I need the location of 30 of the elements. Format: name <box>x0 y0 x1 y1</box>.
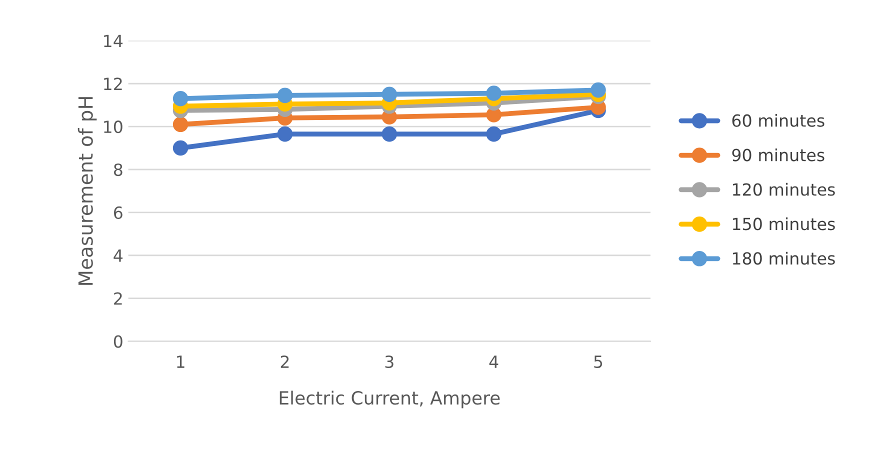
y-tick-label: 10 <box>104 120 122 134</box>
point <box>382 126 398 142</box>
legend-label: 60 minutes <box>732 114 824 127</box>
point <box>382 86 398 102</box>
y-tick-label: 2 <box>114 292 122 305</box>
point <box>486 126 502 142</box>
legend-label: 90 minutes <box>732 148 824 162</box>
x-tick-label: 4 <box>489 356 498 368</box>
point <box>172 140 188 156</box>
y-tick-label: 0 <box>114 335 122 348</box>
point <box>277 88 293 104</box>
point <box>590 82 606 98</box>
y-tick-label: 12 <box>104 78 122 90</box>
legend-label: 150 minutes <box>732 217 835 230</box>
y-tick-label: 14 <box>104 34 123 48</box>
x-axis-title: Electric Current, Ampere <box>280 390 500 408</box>
x-tick-label: 5 <box>594 356 602 368</box>
y-tick-label: 6 <box>114 206 122 220</box>
x-tick-label: 2 <box>280 355 289 368</box>
legend-label: 180 minutes <box>732 252 835 265</box>
x-tick-label: 1 <box>177 356 184 368</box>
point <box>172 116 188 132</box>
x-tick-label: 3 <box>385 355 394 368</box>
legend-label: 120 minutes <box>732 182 835 196</box>
y-tick-label: 8 <box>114 163 122 176</box>
point <box>277 126 293 142</box>
point <box>486 86 502 101</box>
y-tick-label: 4 <box>114 250 123 262</box>
y-axis-title: Measurement of pH <box>78 97 97 285</box>
point <box>172 91 188 106</box>
